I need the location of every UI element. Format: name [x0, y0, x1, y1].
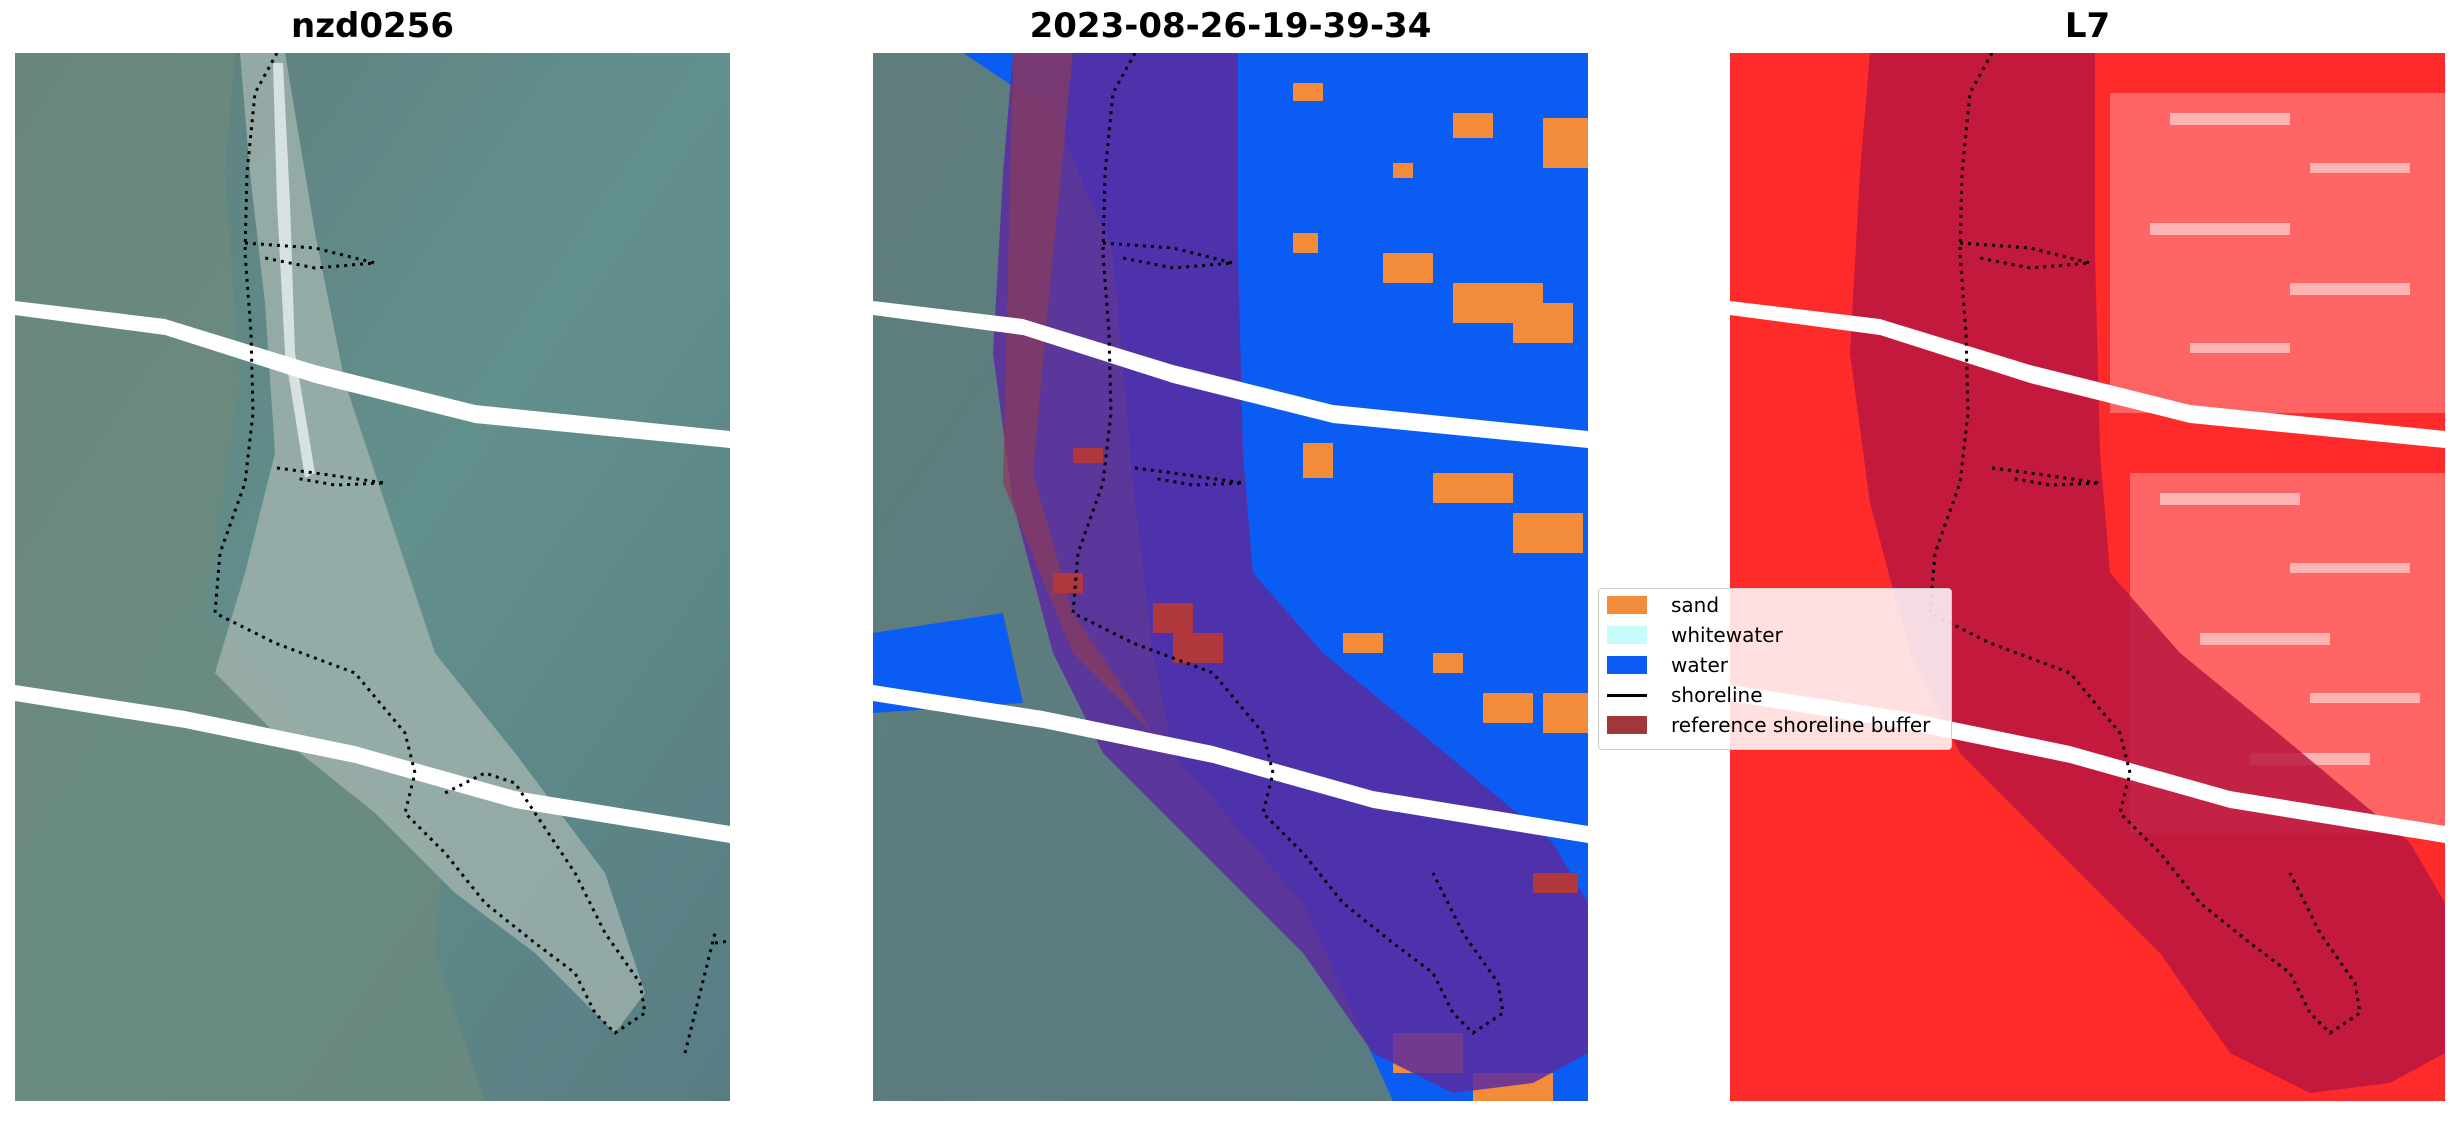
legend-item-whitewater: whitewater: [1607, 623, 1783, 647]
legend-label-water: water: [1671, 653, 1728, 677]
legend-swatch-sand: [1607, 596, 1647, 614]
rgb-image: [15, 53, 730, 1101]
panel-title-index: L7: [2064, 6, 2111, 46]
legend-item-reference-buffer: reference shoreline buffer: [1607, 713, 1930, 737]
classification-image: [873, 53, 1588, 1101]
legend-item-shoreline: shoreline: [1607, 683, 1763, 707]
index-panel: [1730, 53, 2445, 1101]
index-image: [1730, 53, 2445, 1101]
legend: sand whitewater water shoreline referenc…: [1598, 588, 1952, 750]
legend-swatch-water: [1607, 656, 1647, 674]
classification-panel: [873, 53, 1588, 1101]
panel-title-rgb: nzd0256: [291, 6, 454, 46]
legend-label-whitewater: whitewater: [1671, 623, 1783, 647]
legend-label-shoreline: shoreline: [1671, 683, 1763, 707]
legend-swatch-reference-buffer: [1607, 716, 1647, 734]
legend-label-sand: sand: [1671, 593, 1720, 617]
legend-item-sand: sand: [1607, 593, 1719, 617]
rgb-image-panel: [15, 53, 730, 1101]
legend-swatch-whitewater: [1607, 626, 1647, 644]
panel-title-classification: 2023-08-26-19-39-34: [1029, 6, 1432, 46]
legend-item-water: water: [1607, 653, 1728, 677]
legend-line-shoreline: [1607, 693, 1647, 697]
legend-label-reference-buffer: reference shoreline buffer: [1671, 713, 1931, 737]
